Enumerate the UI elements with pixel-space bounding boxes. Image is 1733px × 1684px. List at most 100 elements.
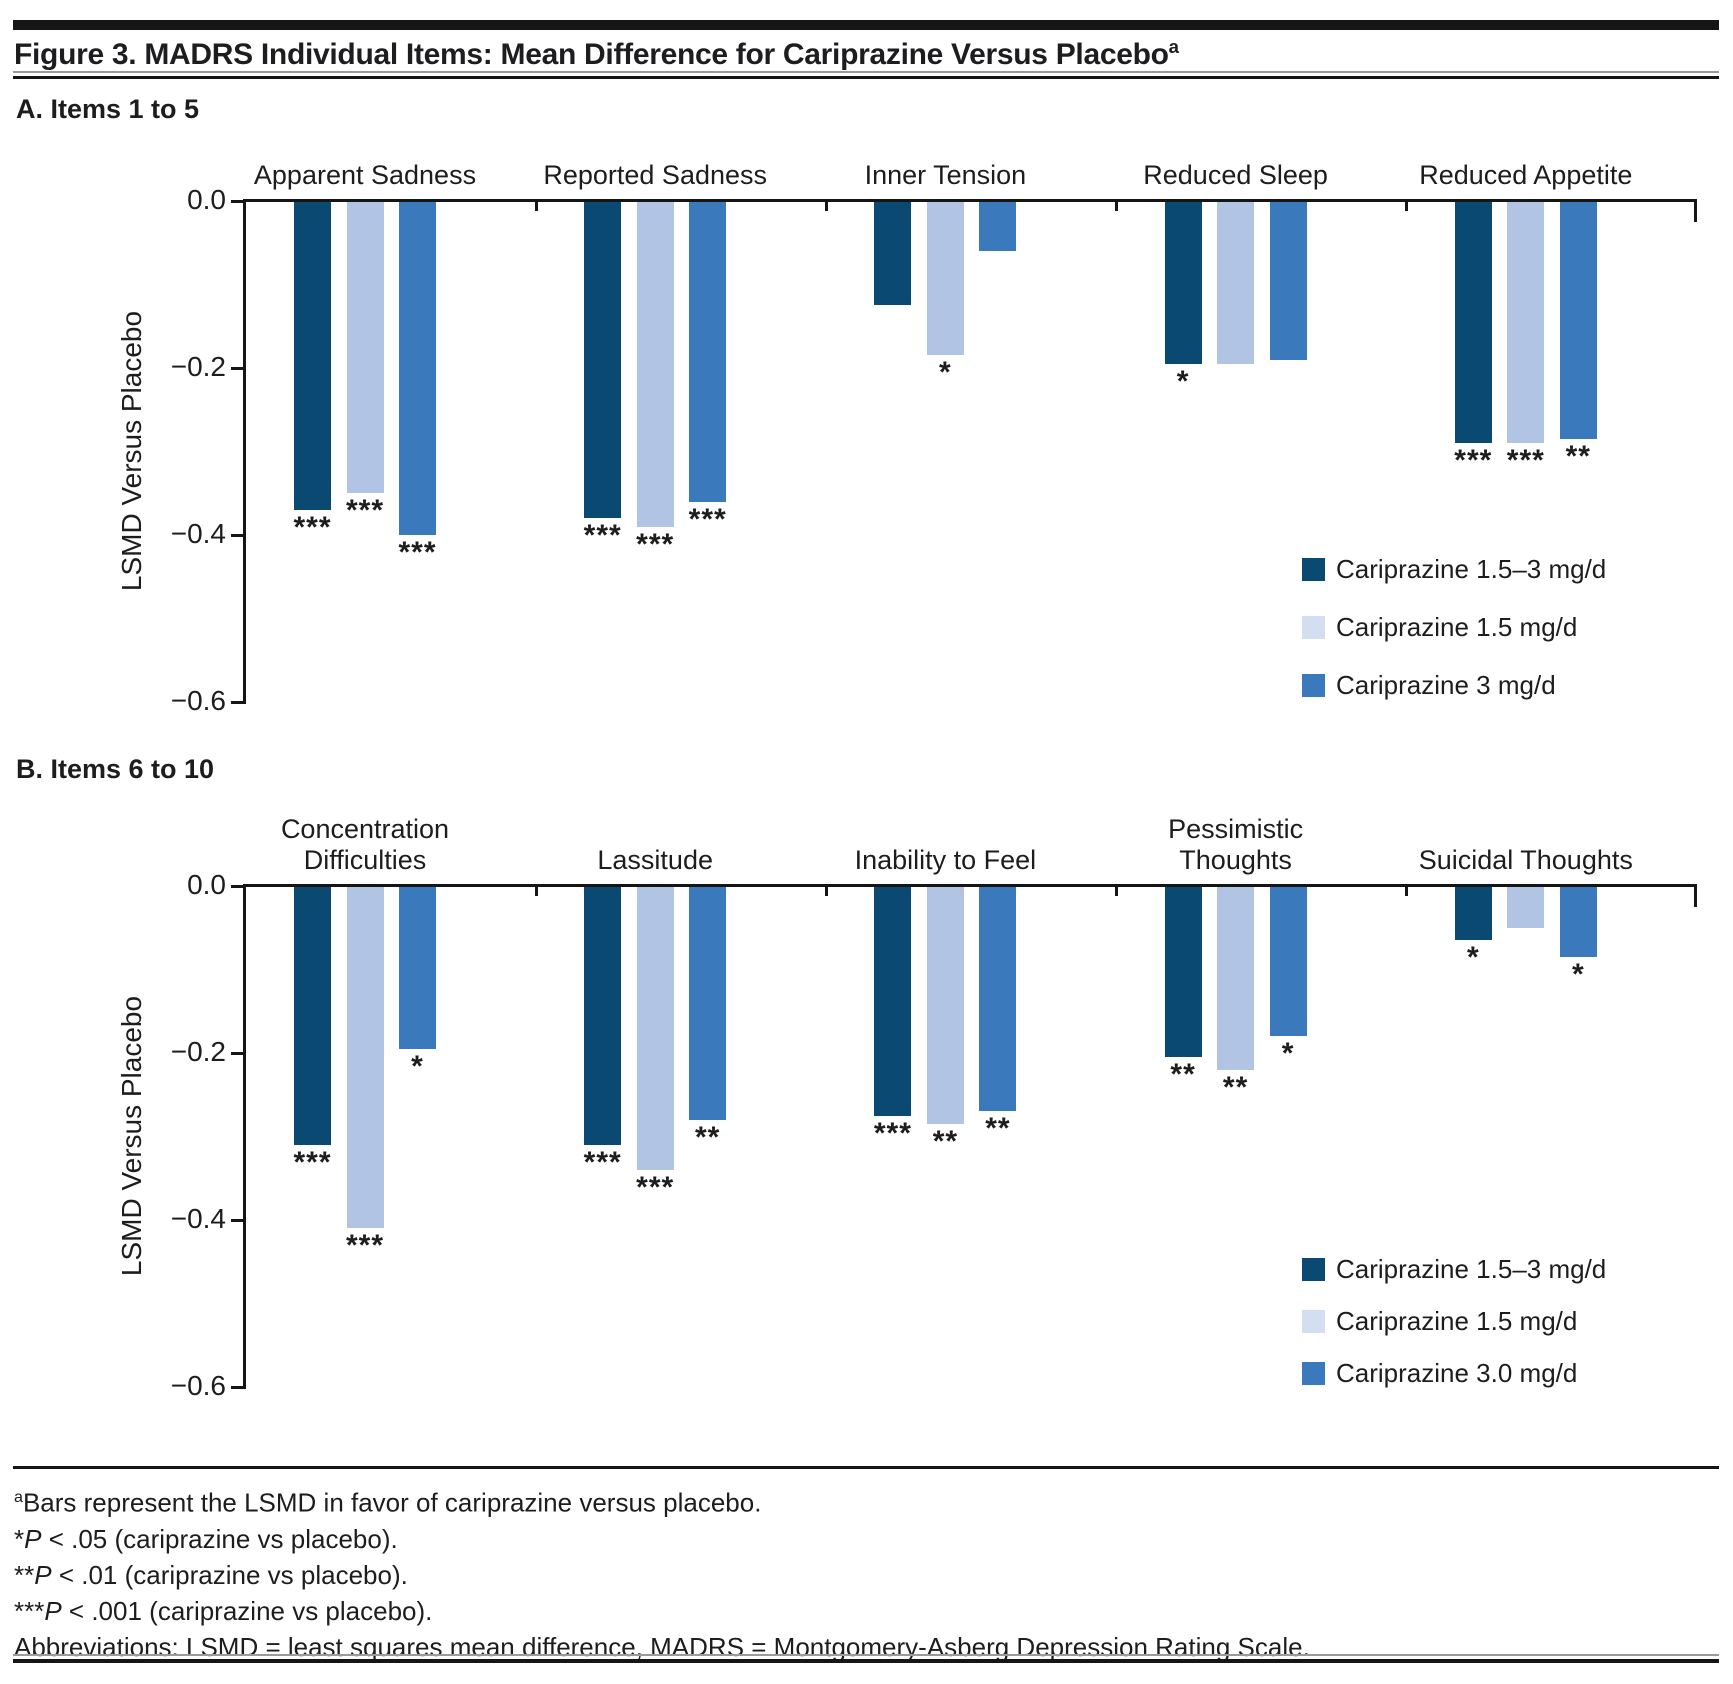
sig-marker-a-1-1: *** bbox=[293, 511, 332, 544]
legend-label-b-3: Cariprazine 3.0 mg/d bbox=[1336, 1358, 1578, 1388]
y-tick-label-b-4: −0.6 bbox=[170, 1370, 226, 1401]
category-label-b-4: Pessimistic Thoughts bbox=[1168, 814, 1304, 875]
bar-a-2-1 bbox=[584, 201, 622, 518]
x-tick-a-2 bbox=[824, 202, 828, 211]
sig-marker-b-4-3: * bbox=[1281, 1037, 1295, 1070]
x-tick-b-2 bbox=[824, 887, 828, 896]
y-axis-b bbox=[243, 884, 246, 1389]
bar-b-5-1 bbox=[1454, 886, 1492, 940]
sig-marker-a-3-2: * bbox=[939, 356, 952, 389]
title-rule bbox=[13, 76, 1719, 79]
y-tick-a-3 bbox=[231, 533, 246, 537]
footnote-p001: ***P < .001 (cariprazine vs placebo). bbox=[14, 1595, 433, 1626]
y-tick-a-4 bbox=[231, 700, 246, 704]
bar-b-3-2 bbox=[926, 886, 964, 1124]
sig-marker-a-5-2: *** bbox=[1506, 444, 1545, 477]
title-rule-thin bbox=[13, 71, 1719, 73]
x-tick-b-4 bbox=[1405, 887, 1409, 896]
x-tick-a-3 bbox=[1115, 202, 1119, 211]
sig-marker-a-2-3: *** bbox=[688, 503, 727, 536]
x-tick-a-4 bbox=[1405, 202, 1409, 211]
bar-b-4-3 bbox=[1269, 886, 1307, 1036]
sig-marker-b-4-1: ** bbox=[1170, 1058, 1196, 1091]
category-label-a-5: Reduced Appetite bbox=[1419, 160, 1633, 190]
sig-marker-b-1-2: *** bbox=[345, 1229, 385, 1262]
x-tick-a-1 bbox=[534, 202, 538, 211]
bar-a-5-3 bbox=[1559, 201, 1597, 439]
bar-b-5-3 bbox=[1559, 886, 1597, 957]
figure-title: Figure 3. MADRS Individual Items: Mean D… bbox=[14, 36, 1179, 72]
y-axis-label-a: LSMD Versus Placebo bbox=[116, 310, 147, 591]
y-tick-label-a-1: 0.0 bbox=[187, 184, 226, 215]
sig-marker-a-2-2: *** bbox=[636, 528, 675, 561]
sig-marker-b-4-2: ** bbox=[1222, 1071, 1249, 1104]
bar-a-3-3 bbox=[979, 201, 1017, 251]
y-tick-b-1 bbox=[231, 884, 246, 888]
y-tick-b-2 bbox=[231, 1051, 246, 1055]
legend-label-a-3: Cariprazine 3 mg/d bbox=[1336, 670, 1556, 700]
category-label-b-2: Lassitude bbox=[597, 845, 713, 875]
y-tick-label-b-3: −0.4 bbox=[170, 1203, 226, 1234]
sig-marker-b-1-3: * bbox=[411, 1050, 424, 1083]
bar-b-2-2 bbox=[636, 886, 674, 1170]
bar-b-4-1 bbox=[1164, 886, 1202, 1057]
sig-marker-a-1-2: *** bbox=[345, 494, 385, 527]
y-axis-a bbox=[243, 199, 246, 704]
y-tick-b-3 bbox=[231, 1218, 246, 1222]
x-axis-endcap-b bbox=[1694, 887, 1697, 907]
sig-marker-b-5-1: * bbox=[1466, 941, 1480, 974]
footnotes: aBars represent the LSMD in favor of car… bbox=[14, 1479, 1310, 1665]
sig-marker-b-5-3: * bbox=[1571, 958, 1585, 991]
bar-a-4-1 bbox=[1164, 201, 1202, 364]
bar-a-2-2 bbox=[636, 201, 674, 527]
figure-title-superscript: a bbox=[1168, 36, 1179, 57]
legend-swatch-b-2 bbox=[1302, 1310, 1325, 1333]
x-axis-b bbox=[243, 884, 1697, 887]
y-tick-a-2 bbox=[231, 366, 246, 370]
bar-a-3-1 bbox=[874, 201, 912, 305]
category-label-a-3: Inner Tension bbox=[864, 160, 1027, 190]
legend-label-b-1: Cariprazine 1.5–3 mg/d bbox=[1336, 1254, 1607, 1284]
bar-a-5-1 bbox=[1454, 201, 1492, 443]
y-tick-label-a-3: −0.4 bbox=[170, 518, 226, 549]
y-axis-label-b: LSMD Versus Placebo bbox=[116, 995, 147, 1276]
category-label-a-2: Reported Sadness bbox=[543, 160, 768, 190]
category-label-a-4: Reduced Sleep bbox=[1143, 160, 1328, 190]
footnote-a-superscript: a bbox=[14, 1488, 23, 1506]
legend-swatch-a-3 bbox=[1302, 674, 1325, 697]
x-axis-endcap-a bbox=[1694, 202, 1697, 222]
y-tick-label-b-2: −0.2 bbox=[170, 1036, 226, 1067]
x-axis-a bbox=[243, 199, 1697, 202]
y-tick-label-b-1: 0.0 bbox=[187, 869, 226, 900]
sig-marker-b-2-1: *** bbox=[583, 1146, 622, 1179]
legend-swatch-a-1 bbox=[1302, 558, 1325, 581]
bar-a-4-3 bbox=[1269, 201, 1307, 360]
bottom-rule bbox=[13, 1659, 1719, 1663]
category-label-b-1: Concentration Difficulties bbox=[280, 814, 450, 875]
footnote-top-rule bbox=[13, 1466, 1719, 1469]
figure-title-text: Figure 3. MADRS Individual Items: Mean D… bbox=[14, 38, 1169, 71]
bar-b-3-1 bbox=[874, 886, 912, 1116]
footnote-p01: **P < .01 (cariprazine vs placebo). bbox=[14, 1559, 408, 1590]
section-label-a: A. Items 1 to 5 bbox=[16, 94, 200, 124]
bar-a-5-2 bbox=[1507, 201, 1545, 443]
sig-marker-a-5-1: *** bbox=[1454, 444, 1493, 477]
footnote-p05: *P < .05 (cariprazine vs placebo). bbox=[14, 1523, 398, 1554]
sig-marker-b-3-3: ** bbox=[985, 1112, 1011, 1145]
bar-a-2-3 bbox=[689, 201, 727, 502]
bar-a-1-2 bbox=[346, 201, 384, 493]
sig-marker-b-2-2: *** bbox=[636, 1171, 675, 1204]
sig-marker-a-4-1: * bbox=[1176, 365, 1190, 398]
bar-b-2-1 bbox=[584, 886, 622, 1145]
legend-label-a-2: Cariprazine 1.5 mg/d bbox=[1336, 612, 1578, 642]
y-tick-label-a-4: −0.6 bbox=[170, 685, 226, 716]
sig-marker-b-1-1: *** bbox=[293, 1146, 332, 1179]
category-label-a-1: Apparent Sadness bbox=[253, 160, 477, 190]
sig-marker-a-2-1: *** bbox=[583, 519, 622, 552]
bar-b-5-2 bbox=[1507, 886, 1545, 928]
bar-b-2-3 bbox=[689, 886, 727, 1120]
bar-b-4-2 bbox=[1217, 886, 1255, 1070]
legend-label-b-2: Cariprazine 1.5 mg/d bbox=[1336, 1306, 1578, 1336]
x-tick-b-1 bbox=[534, 887, 538, 896]
